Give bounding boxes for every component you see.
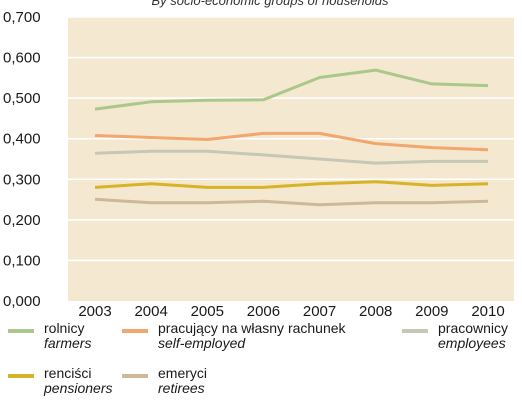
x-tick-label: 2008	[359, 303, 392, 316]
legend-swatch-employees	[402, 329, 428, 333]
y-tick-label: 0,100	[3, 252, 41, 269]
legend-label-pl: pracownicy	[438, 320, 509, 336]
x-axis: 2003 2004 2005 2006 2007 2008 2009 2010	[78, 303, 504, 316]
legend-label-en: pensioners	[44, 380, 113, 396]
x-tick-label: 2004	[134, 303, 167, 316]
series-line-pensioners	[94, 180, 489, 189]
y-tick-label: 0,700	[3, 9, 41, 26]
x-tick-label: 2010	[471, 303, 504, 316]
legend-label-en: retirees	[158, 380, 205, 396]
y-axis: 0,000 0,100 0,200 0,300 0,400 0,500 0,600 0,700	[3, 9, 41, 310]
plot-area	[68, 17, 514, 301]
legend-label-pl: renciści	[44, 365, 92, 381]
legend-label-pl: pracujący na własny rachunek	[158, 320, 346, 336]
chart-subtitle: By socio-economic groups of households	[151, 0, 389, 8]
legend-swatch-self-employed	[122, 329, 148, 333]
legend-item-pensioners: renciści pensioners	[8, 366, 113, 396]
legend-item-farmers: rolnicy farmers	[8, 321, 91, 351]
legend-label-en: employees	[438, 335, 506, 351]
y-tick-label: 0,600	[3, 50, 41, 67]
y-tick-label: 0,400	[3, 131, 41, 148]
series-line-self-employed	[94, 131, 489, 152]
x-tick-label: 2005	[191, 303, 224, 316]
legend-label-pl: rolnicy	[44, 320, 85, 336]
legend-item-employees: pracownicy employees	[402, 321, 508, 351]
x-tick-label: 2006	[247, 303, 280, 316]
gridlines	[68, 16, 514, 262]
legend-label-en: self-employed	[158, 335, 246, 351]
series-lines	[94, 68, 489, 207]
y-tick-label: 0,200	[3, 212, 41, 229]
series-line-farmers	[94, 68, 489, 111]
y-tick-label: 0,300	[3, 171, 41, 188]
legend-label-pl: emeryci	[158, 365, 208, 381]
line-chart: By socio-economic groups of households 0…	[3, 0, 514, 316]
legend-label-en: farmers	[44, 335, 92, 351]
y-tick-label: 0,000	[3, 293, 41, 310]
legend-swatch-farmers	[8, 329, 34, 333]
x-tick-label: 2003	[78, 303, 111, 316]
legend-item-self-employed: pracujący na własny rachunek self-employ…	[122, 321, 346, 351]
legend-swatch-pensioners	[8, 374, 34, 378]
series-line-employees	[94, 149, 488, 165]
legend-swatch-retirees	[122, 374, 148, 378]
legend-item-retirees: emeryci retirees	[122, 366, 207, 396]
x-tick-label: 2007	[303, 303, 336, 316]
x-tick-label: 2009	[415, 303, 448, 316]
legend: rolnicy farmers pracujący na własny rach…	[0, 316, 522, 413]
series-line-retirees	[94, 197, 489, 207]
y-tick-label: 0,500	[3, 90, 41, 107]
